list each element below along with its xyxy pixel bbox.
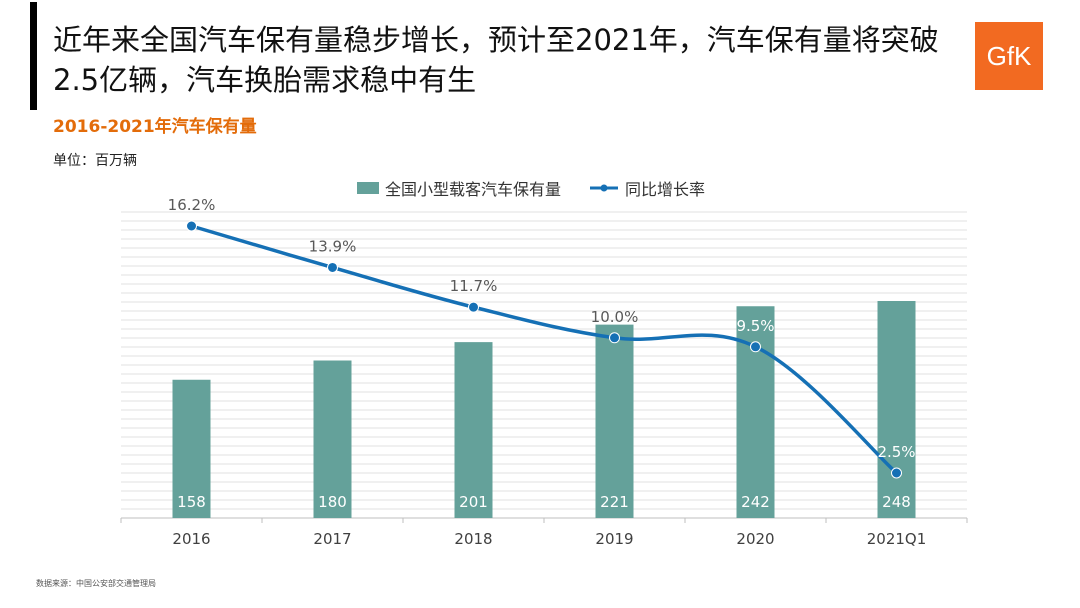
bar-value-label: 248 <box>882 493 911 511</box>
legend-line-label: 同比增长率 <box>625 180 706 199</box>
page-title: 近年来全国汽车保有量稳步增长，预计至2021年，汽车保有量将突破2.5亿辆，汽车… <box>53 23 939 97</box>
growth-rate-label: 2.5% <box>877 443 915 461</box>
growth-rate-point <box>327 261 338 273</box>
chart-legend: 全国小型载客汽车保有量 同比增长率 <box>357 176 725 200</box>
bar <box>454 342 493 518</box>
chart-subtitle: 2016-2021年汽车保有量 <box>53 117 257 137</box>
legend-line-swatch <box>590 184 619 192</box>
growth-rate-point <box>609 332 620 344</box>
bar-value-label: 221 <box>600 493 629 511</box>
x-tick-label: 2017 <box>313 530 351 548</box>
bar <box>595 324 634 518</box>
bar-value-label: 201 <box>459 493 488 511</box>
gfk-logo: GfK <box>975 22 1043 90</box>
bar <box>877 301 916 518</box>
x-tick-label: 2018 <box>454 530 492 548</box>
growth-rate-point <box>186 220 197 232</box>
title-accent-bar <box>30 2 37 110</box>
growth-rate-label: 9.5% <box>736 317 774 335</box>
growth-rate-label: 11.7% <box>450 277 498 295</box>
x-tick-label: 2021Q1 <box>867 530 927 548</box>
bar <box>172 379 211 518</box>
legend-item-line: 同比增长率 <box>589 176 705 200</box>
growth-rate-label: 16.2% <box>168 196 216 214</box>
x-tick-label: 2020 <box>736 530 774 548</box>
data-source: 数据来源：中国公安部交通管理局 <box>36 579 156 588</box>
bar <box>736 306 775 518</box>
growth-rate-label: 13.9% <box>309 237 357 255</box>
bar-value-label: 180 <box>318 493 347 511</box>
growth-rate-label: 10.0% <box>591 308 639 326</box>
legend-bar-label: 全国小型载客汽车保有量 <box>385 180 562 199</box>
bar <box>313 360 352 518</box>
unit-label: 单位：百万辆 <box>53 153 137 169</box>
bar-value-label: 242 <box>741 493 770 511</box>
x-tick-label: 2016 <box>172 530 210 548</box>
growth-rate-point <box>750 341 761 353</box>
growth-rate-point <box>891 467 902 479</box>
x-tick-label: 2019 <box>595 530 633 548</box>
growth-rate-line <box>191 224 898 475</box>
bar-value-label: 158 <box>177 493 206 511</box>
legend-bar-swatch <box>357 182 379 194</box>
legend-item-bar: 全国小型载客汽车保有量 <box>357 176 561 200</box>
growth-rate-point <box>468 301 479 313</box>
